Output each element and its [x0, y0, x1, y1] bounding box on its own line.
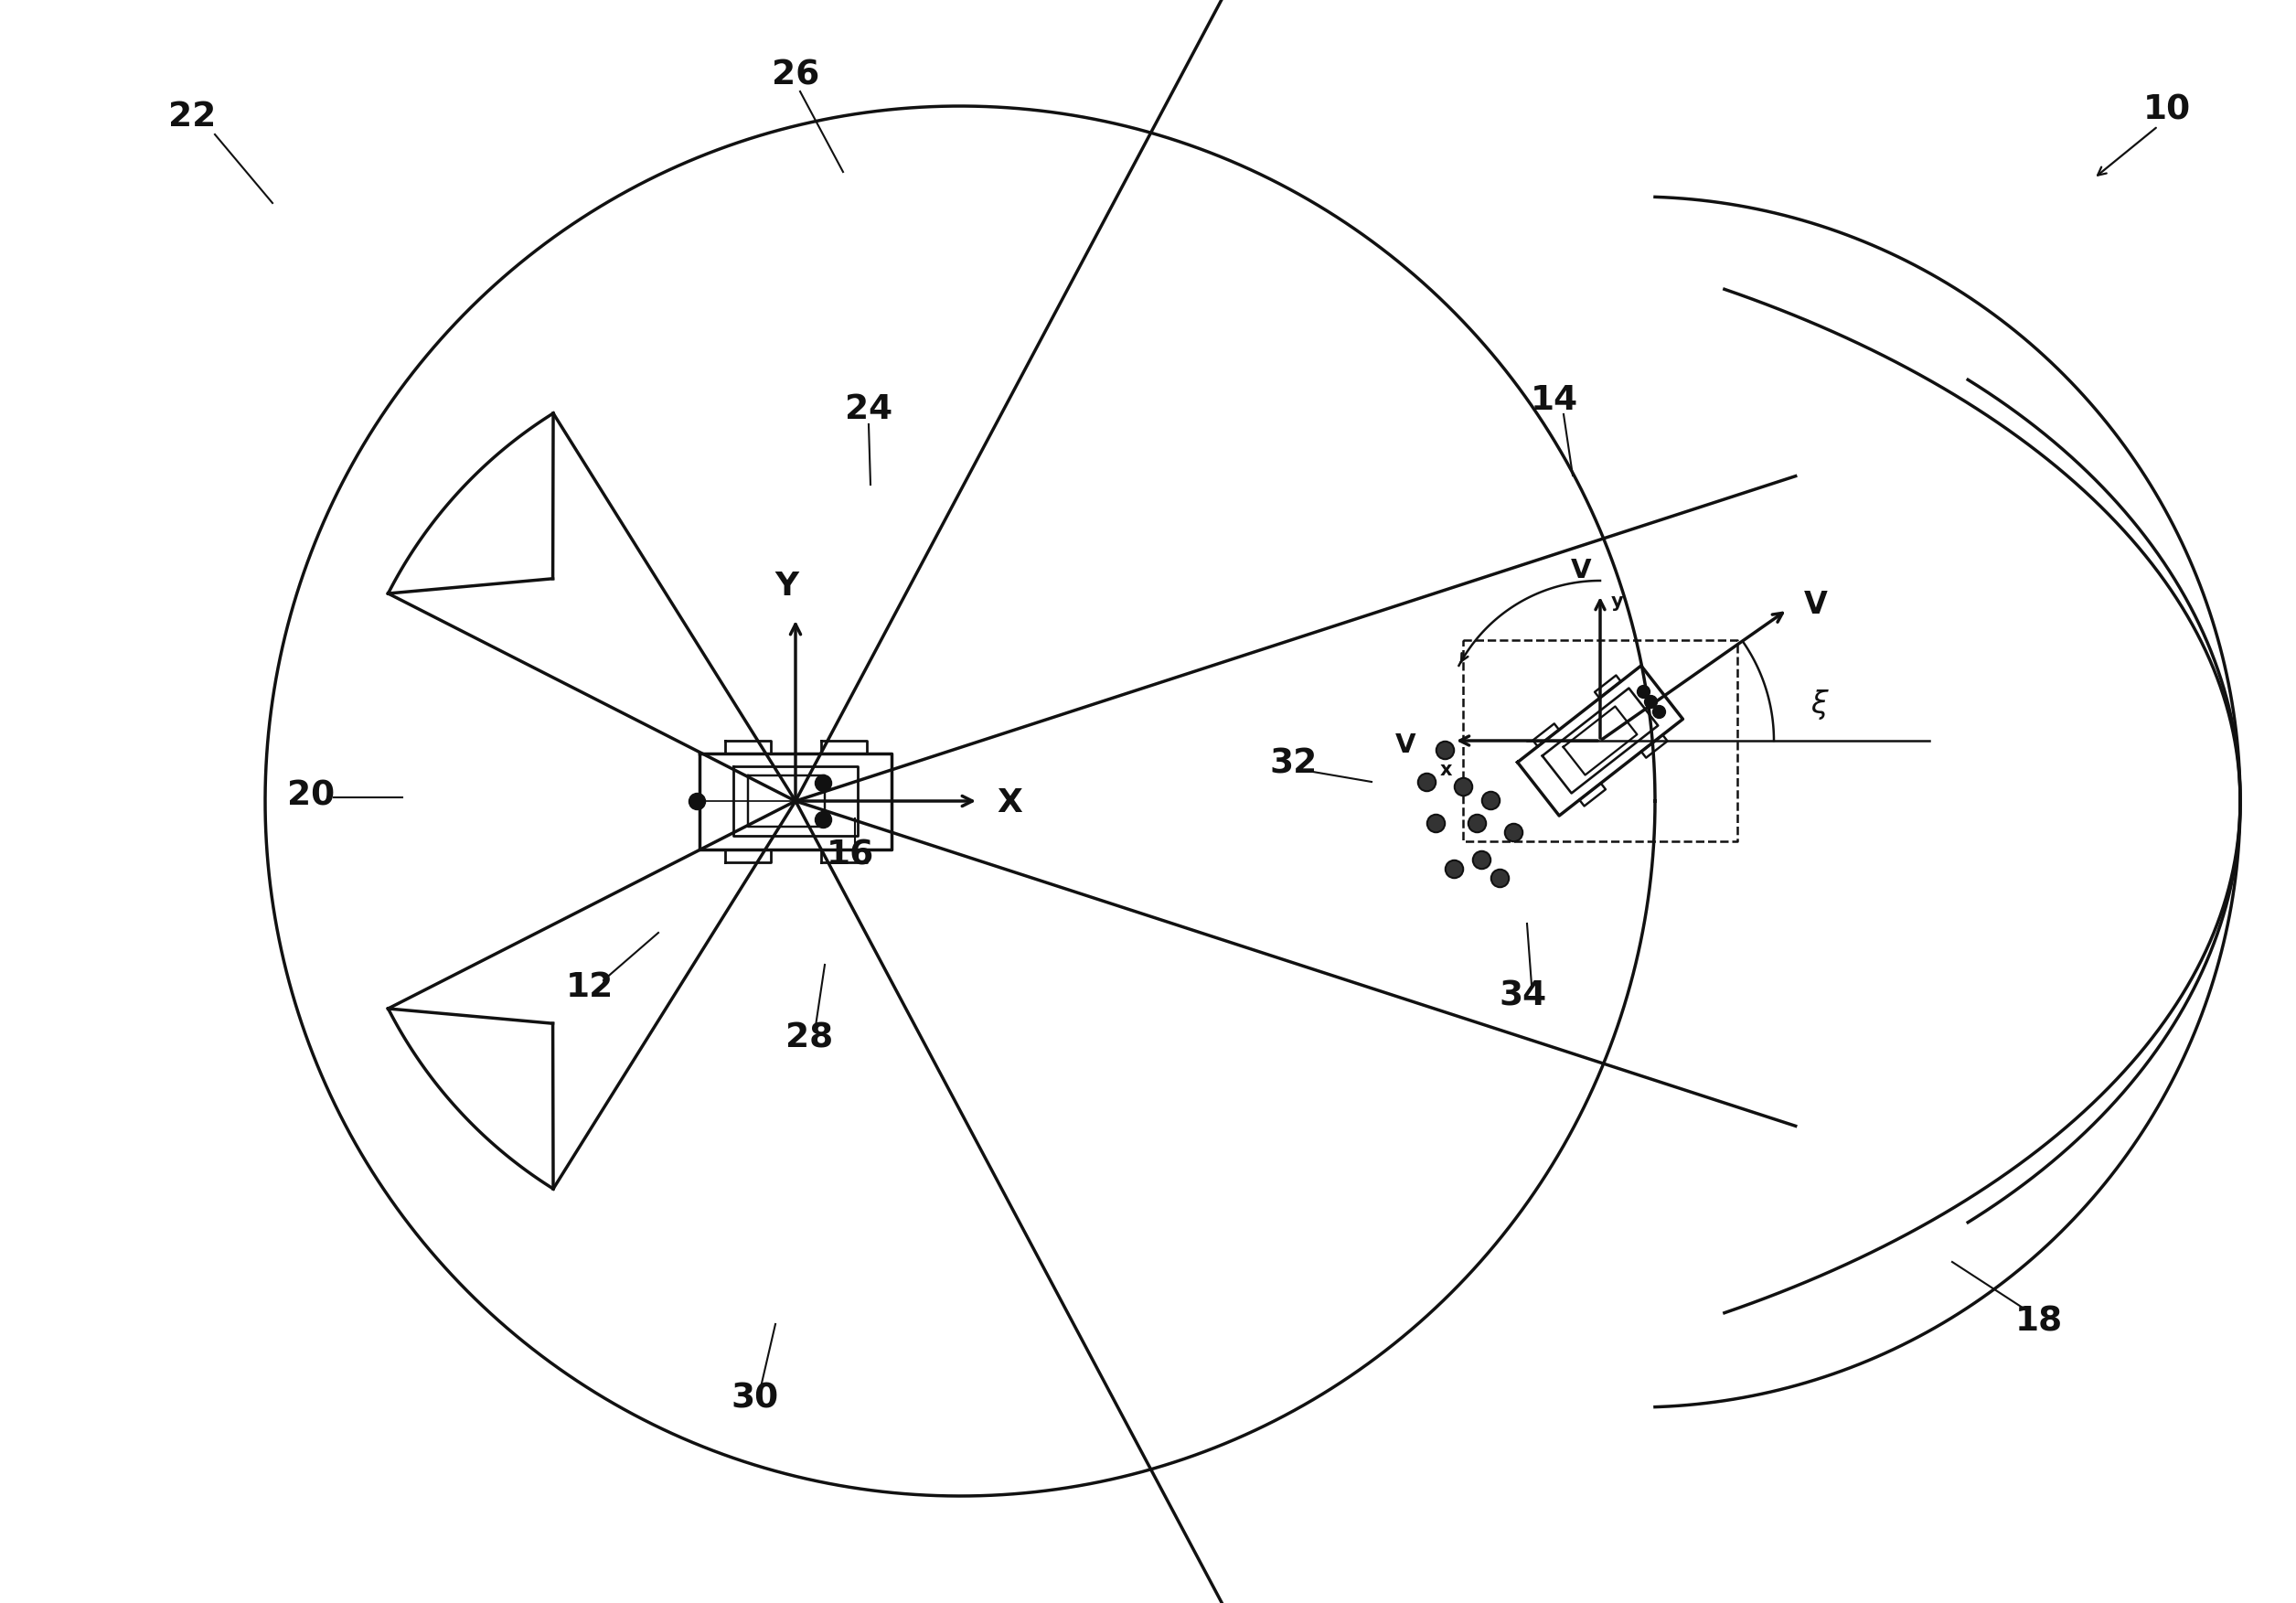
Text: 24: 24 [845, 393, 893, 426]
Text: X: X [996, 787, 1022, 819]
Text: y: y [1612, 593, 1623, 611]
Text: V: V [1396, 733, 1414, 758]
Text: 16: 16 [827, 838, 875, 872]
Text: 18: 18 [2016, 1305, 2062, 1339]
Text: 26: 26 [771, 59, 820, 91]
Text: x: x [1440, 761, 1453, 779]
Text: 32: 32 [1270, 747, 1318, 781]
Text: 10: 10 [2142, 93, 2190, 127]
Text: V: V [1805, 590, 1828, 620]
Text: Y: Y [774, 571, 799, 601]
Text: 20: 20 [287, 779, 335, 813]
Text: 14: 14 [1531, 385, 1577, 417]
Text: 28: 28 [785, 1021, 833, 1055]
Text: 12: 12 [565, 971, 613, 1003]
Text: 22: 22 [168, 101, 216, 133]
Text: ξ: ξ [1812, 689, 1828, 720]
Text: 30: 30 [730, 1383, 778, 1415]
Text: 34: 34 [1499, 981, 1545, 1013]
Text: V: V [1570, 558, 1591, 583]
